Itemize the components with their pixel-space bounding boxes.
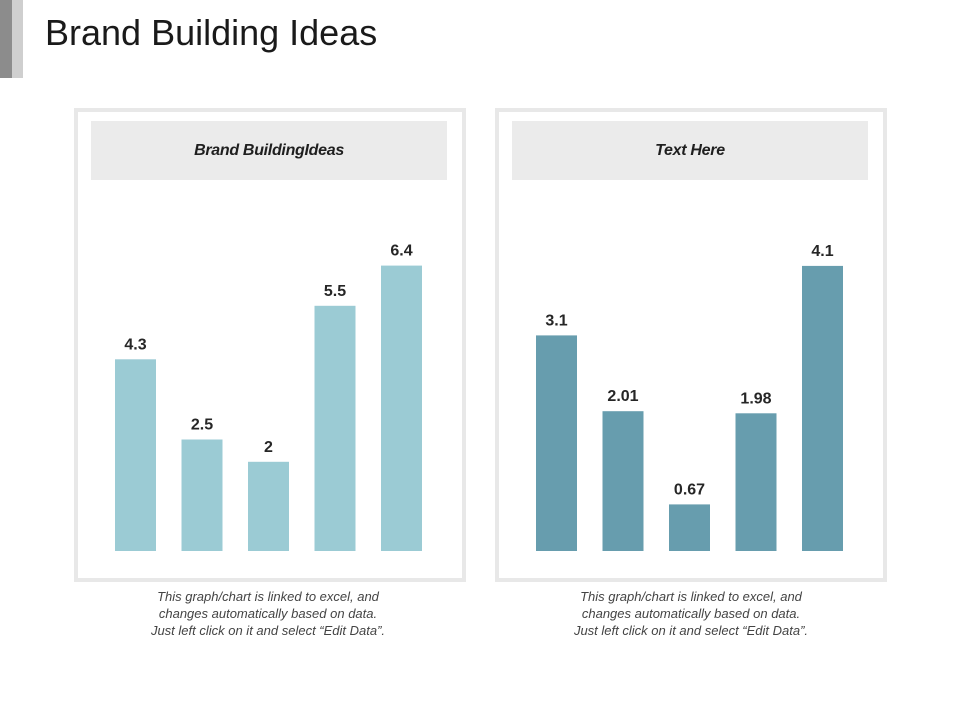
chart-caption-right: This graph/chart is linked to excel, and… (573, 589, 809, 638)
bar-1-value-label: 4.3 (124, 336, 146, 353)
bar-2-value-label: 2.01 (607, 388, 638, 405)
bar-2[interactable] (602, 411, 644, 551)
bar-5[interactable] (802, 265, 843, 551)
chart-panel-left-header: Brand BuildingIdeas (91, 121, 447, 180)
bar-chart-left[interactable]: 4.3 2.5 2 5.5 6.4 (78, 112, 462, 578)
chart-panel-right-header: Text Here (512, 121, 868, 180)
bar-1-value-label: 3.1 (545, 312, 567, 329)
bar-5-value-label: 4.1 (811, 243, 833, 260)
bar-5[interactable] (381, 265, 422, 551)
bar-4[interactable] (314, 305, 356, 551)
bar-2[interactable] (181, 439, 223, 552)
slide-title: Brand Building Ideas (45, 12, 378, 53)
bar-2-value-label: 2.5 (191, 417, 213, 434)
bar-chart-right[interactable]: 3.1 2.01 0.67 1.98 4.1 (499, 112, 883, 578)
chart-panel-left[interactable]: Brand BuildingIdeas 4.3 2.5 2 5.5 6.4 (74, 108, 466, 582)
bar-3[interactable] (669, 504, 710, 551)
bar-5-value-label: 6.4 (390, 243, 412, 260)
bar-3-value-label: 0.67 (674, 481, 705, 498)
chart-panel-right[interactable]: Text Here 3.1 2.01 0.67 1.98 4.1 (495, 108, 887, 582)
bar-4[interactable] (735, 413, 777, 551)
bar-1[interactable] (536, 335, 577, 551)
bar-3[interactable] (248, 461, 289, 551)
bar-4-value-label: 1.98 (740, 390, 771, 407)
bar-3-value-label: 2 (264, 439, 273, 456)
bar-1[interactable] (115, 359, 156, 551)
chart-caption-left: This graph/chart is linked to excel, and… (150, 589, 386, 638)
bar-4-value-label: 5.5 (324, 283, 346, 300)
title-accent-bar-light (12, 0, 23, 78)
title-accent-bar-dark (0, 0, 12, 78)
